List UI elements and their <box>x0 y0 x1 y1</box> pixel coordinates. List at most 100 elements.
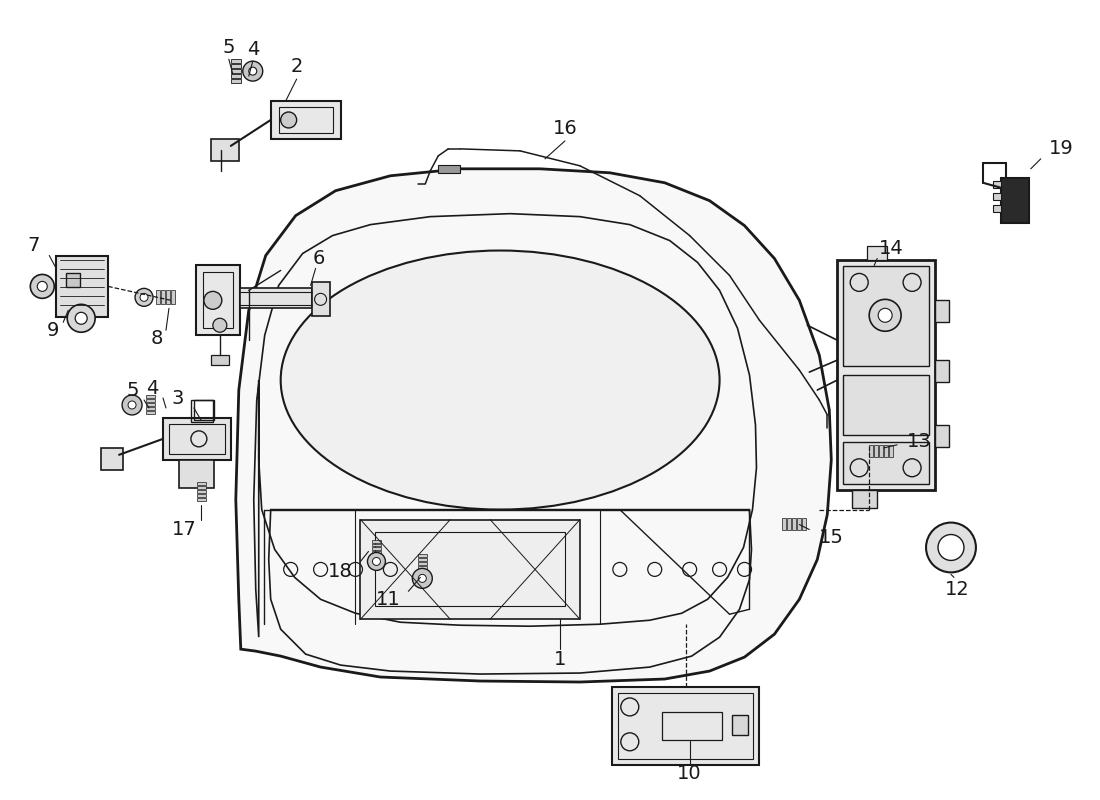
Circle shape <box>128 401 136 409</box>
Bar <box>361 519 580 619</box>
Bar <box>231 69 241 73</box>
Bar <box>156 290 160 304</box>
Bar <box>202 273 233 328</box>
Bar <box>935 300 949 322</box>
Bar <box>879 445 883 457</box>
Bar <box>197 486 206 489</box>
Text: 17: 17 <box>172 520 197 539</box>
Bar <box>101 448 123 470</box>
Bar <box>844 442 930 484</box>
Bar <box>802 518 806 530</box>
Bar <box>732 715 748 735</box>
Circle shape <box>926 522 976 572</box>
Bar <box>311 282 330 316</box>
Bar <box>231 64 241 68</box>
Bar <box>373 543 382 546</box>
Bar <box>146 407 155 410</box>
Bar <box>418 554 427 558</box>
Bar <box>852 490 877 508</box>
Bar <box>169 424 224 454</box>
Bar <box>197 498 206 501</box>
Circle shape <box>878 308 892 322</box>
Text: 2: 2 <box>290 57 303 76</box>
Circle shape <box>367 553 385 570</box>
Circle shape <box>938 534 964 561</box>
Bar <box>146 395 155 398</box>
Bar <box>612 687 759 765</box>
Bar <box>161 290 165 304</box>
Bar <box>618 693 754 758</box>
Circle shape <box>869 299 901 331</box>
Circle shape <box>243 61 263 81</box>
Ellipse shape <box>280 250 719 510</box>
Text: 6: 6 <box>312 249 324 268</box>
Bar <box>844 375 930 435</box>
Bar <box>163 418 231 460</box>
Text: 11: 11 <box>375 590 400 609</box>
Bar <box>66 274 80 287</box>
Bar <box>438 165 460 173</box>
Circle shape <box>75 312 87 324</box>
Text: 13: 13 <box>908 432 932 451</box>
Bar <box>231 59 241 63</box>
Text: 5: 5 <box>126 381 139 399</box>
Bar <box>1001 178 1028 222</box>
Text: 4: 4 <box>246 40 258 58</box>
Bar <box>792 518 796 530</box>
Bar <box>884 445 888 457</box>
Bar <box>889 445 893 457</box>
Bar <box>798 518 802 530</box>
Circle shape <box>122 395 142 415</box>
Text: 16: 16 <box>552 119 578 138</box>
Bar <box>375 531 565 606</box>
Text: 9: 9 <box>47 321 59 340</box>
Bar <box>867 246 887 261</box>
Bar <box>211 139 239 161</box>
Circle shape <box>135 288 153 306</box>
Bar <box>191 400 213 422</box>
Bar <box>197 490 206 493</box>
Circle shape <box>67 304 96 332</box>
Text: 1: 1 <box>553 650 566 669</box>
Circle shape <box>373 558 381 566</box>
Text: a passion for parts reference: a passion for parts reference <box>329 515 771 544</box>
Circle shape <box>140 294 148 302</box>
Bar <box>240 288 311 308</box>
Bar <box>56 255 108 318</box>
Bar <box>373 547 382 550</box>
Bar <box>373 539 382 542</box>
Bar <box>146 403 155 406</box>
Circle shape <box>37 282 47 291</box>
Text: 14: 14 <box>879 239 904 258</box>
Text: 8: 8 <box>151 329 163 348</box>
Circle shape <box>213 318 227 332</box>
Bar <box>418 562 427 566</box>
Bar <box>373 551 382 554</box>
Circle shape <box>31 274 54 298</box>
Bar <box>170 290 175 304</box>
Bar <box>197 494 206 497</box>
Circle shape <box>249 67 256 75</box>
Bar <box>993 205 1001 212</box>
Circle shape <box>418 574 427 582</box>
Text: 12: 12 <box>945 580 969 599</box>
Bar <box>166 290 170 304</box>
Bar <box>194 400 213 420</box>
Text: 5: 5 <box>222 38 235 57</box>
Bar <box>788 518 791 530</box>
Text: 7: 7 <box>26 236 40 255</box>
Bar <box>782 518 786 530</box>
Bar <box>197 482 206 485</box>
Bar <box>993 193 1001 200</box>
Bar <box>211 355 229 365</box>
Bar <box>418 566 427 570</box>
Circle shape <box>280 112 297 128</box>
Bar <box>418 558 427 562</box>
Circle shape <box>204 291 222 310</box>
Bar <box>869 445 873 457</box>
Text: 15: 15 <box>820 528 844 547</box>
Bar <box>935 425 949 447</box>
Text: 4: 4 <box>145 378 158 398</box>
Bar <box>837 261 935 490</box>
Bar <box>418 570 427 574</box>
